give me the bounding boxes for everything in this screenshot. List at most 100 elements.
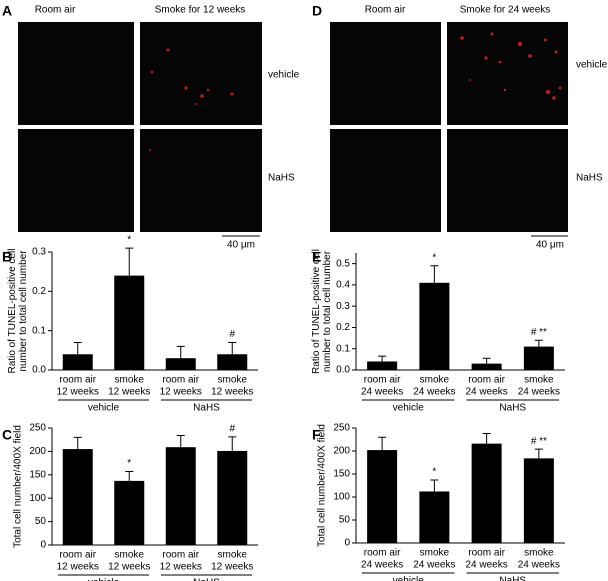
x-tick-label: smoke xyxy=(420,375,450,386)
bar xyxy=(471,443,502,543)
error-bar xyxy=(482,357,491,364)
error-bar xyxy=(378,355,387,362)
column-header: Smoke for 12 weeks xyxy=(155,5,246,16)
bar xyxy=(471,363,502,370)
y-tick-label: 200 xyxy=(29,446,46,457)
bar xyxy=(62,354,93,370)
micrograph xyxy=(447,129,568,232)
error-bar xyxy=(378,436,387,451)
y-tick-label: 100 xyxy=(29,493,46,504)
error-bar xyxy=(430,265,439,283)
x-tick-label: 12 weeks xyxy=(108,562,150,573)
y-tick-label: 0 xyxy=(344,538,350,549)
y-axis-label: Ratio of TUNEL-positive cell xyxy=(311,249,322,374)
row-label: NaHS xyxy=(268,173,295,184)
x-tick-label: room air xyxy=(364,548,401,559)
x-tick-label: room air xyxy=(468,375,505,386)
apoptotic-cells xyxy=(460,32,562,100)
micrograph xyxy=(140,129,262,232)
error-bar xyxy=(73,436,82,450)
micrograph xyxy=(18,129,134,232)
y-tick-label: 0 xyxy=(40,540,46,551)
y-axis-label: number to total cell number xyxy=(322,250,333,372)
group-label: NaHS xyxy=(193,578,220,581)
significance-mark: * xyxy=(127,235,131,246)
error-bar xyxy=(73,341,82,355)
y-axis-label: number to total cell number xyxy=(18,250,29,372)
y-axis-label: Total cell number/400X field xyxy=(13,425,24,548)
panel-label: D xyxy=(312,3,322,19)
error-bar xyxy=(430,479,439,492)
bar xyxy=(217,450,248,545)
error-bar xyxy=(125,247,134,276)
x-tick-label: smoke xyxy=(115,550,145,561)
significance-mark: * xyxy=(127,458,131,469)
y-tick-label: 0.5 xyxy=(336,258,350,269)
significance-mark: # xyxy=(229,424,235,435)
bar xyxy=(367,450,398,543)
x-tick-label: 24 weeks xyxy=(413,560,455,571)
error-bar xyxy=(482,433,491,444)
group-label: NaHS xyxy=(193,403,220,414)
bar xyxy=(165,447,196,545)
row-label: vehicle xyxy=(268,70,300,81)
error-bar xyxy=(534,448,543,459)
y-tick-label: 0.0 xyxy=(336,365,350,376)
y-tick-label: 0.0 xyxy=(32,365,46,376)
bar xyxy=(114,480,145,545)
bar xyxy=(217,354,248,370)
bar xyxy=(114,275,145,370)
x-tick-label: 24 weeks xyxy=(518,560,560,571)
error-bar xyxy=(176,434,185,448)
y-tick-label: 0.4 xyxy=(336,280,350,291)
column-header: Room air xyxy=(35,5,76,16)
x-tick-label: 12 weeks xyxy=(211,562,253,573)
significance-mark: # xyxy=(229,329,235,340)
y-tick-label: 100 xyxy=(333,492,350,503)
y-tick-label: 0.3 xyxy=(32,247,46,258)
panel-label: F xyxy=(312,427,321,443)
column-header: Room air xyxy=(365,5,406,16)
y-tick-label: 0.2 xyxy=(336,322,350,333)
significance-mark: * xyxy=(432,252,436,263)
x-tick-label: 24 weeks xyxy=(466,560,508,571)
x-tick-label: smoke xyxy=(115,375,145,386)
panel-label: B xyxy=(2,249,12,265)
x-tick-label: 24 weeks xyxy=(466,387,508,398)
y-tick-label: 250 xyxy=(333,423,350,434)
row-label: vehicle xyxy=(576,60,608,71)
x-tick-label: room air xyxy=(59,550,96,561)
x-tick-label: 12 weeks xyxy=(160,387,202,398)
group-label: NaHS xyxy=(499,576,526,581)
bar xyxy=(523,458,554,543)
group-label: vehicle xyxy=(393,576,425,581)
y-tick-label: 50 xyxy=(339,515,351,526)
error-bar xyxy=(228,341,237,355)
bar xyxy=(367,361,398,370)
y-tick-label: 200 xyxy=(333,446,350,457)
x-tick-label: 12 weeks xyxy=(211,387,253,398)
x-tick-label: room air xyxy=(468,548,505,559)
x-tick-label: smoke xyxy=(218,375,248,386)
x-tick-label: 24 weeks xyxy=(518,387,560,398)
panel-label: E xyxy=(312,249,321,265)
micrograph xyxy=(18,22,134,125)
x-tick-label: smoke xyxy=(524,375,554,386)
x-tick-label: 12 weeks xyxy=(57,387,99,398)
x-tick-label: 24 weeks xyxy=(361,387,403,398)
y-tick-label: 0.3 xyxy=(336,301,350,312)
error-bar xyxy=(125,471,134,481)
x-tick-label: 24 weeks xyxy=(361,560,403,571)
x-tick-label: 24 weeks xyxy=(413,387,455,398)
error-bar xyxy=(228,436,237,451)
group-label: vehicle xyxy=(88,578,120,581)
group-label: vehicle xyxy=(393,403,425,414)
x-tick-label: room air xyxy=(59,375,96,386)
significance-mark: * xyxy=(432,467,436,478)
bar xyxy=(165,358,196,370)
error-bar xyxy=(534,339,543,347)
panel-label: A xyxy=(2,3,12,19)
column-header: Smoke for 24 weeks xyxy=(460,5,551,16)
panel-label: C xyxy=(2,427,12,443)
